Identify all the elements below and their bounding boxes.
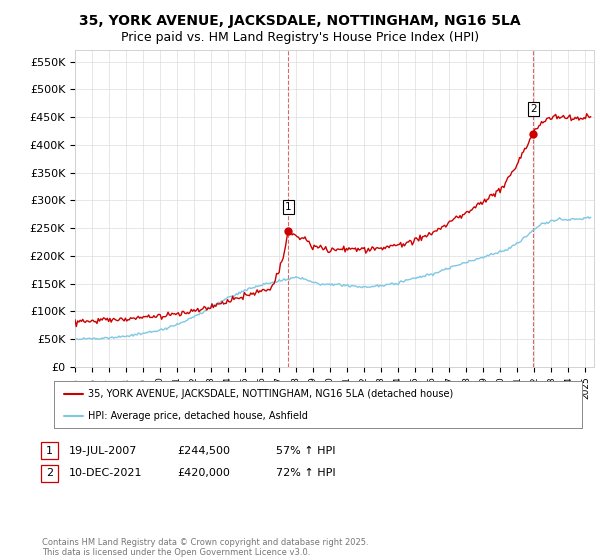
Text: 35, YORK AVENUE, JACKSDALE, NOTTINGHAM, NG16 5LA: 35, YORK AVENUE, JACKSDALE, NOTTINGHAM, … — [79, 14, 521, 28]
Text: 2: 2 — [530, 104, 537, 114]
Text: 35, YORK AVENUE, JACKSDALE, NOTTINGHAM, NG16 5LA (detached house): 35, YORK AVENUE, JACKSDALE, NOTTINGHAM, … — [88, 389, 454, 399]
Text: £420,000: £420,000 — [177, 468, 230, 478]
Text: 2: 2 — [46, 468, 53, 478]
Text: 72% ↑ HPI: 72% ↑ HPI — [276, 468, 335, 478]
Text: Contains HM Land Registry data © Crown copyright and database right 2025.
This d: Contains HM Land Registry data © Crown c… — [42, 538, 368, 557]
Text: 1: 1 — [46, 446, 53, 456]
Text: £244,500: £244,500 — [177, 446, 230, 456]
Text: 57% ↑ HPI: 57% ↑ HPI — [276, 446, 335, 456]
Text: 1: 1 — [285, 202, 292, 212]
Text: Price paid vs. HM Land Registry's House Price Index (HPI): Price paid vs. HM Land Registry's House … — [121, 31, 479, 44]
Text: HPI: Average price, detached house, Ashfield: HPI: Average price, detached house, Ashf… — [88, 410, 308, 421]
Text: 19-JUL-2007: 19-JUL-2007 — [69, 446, 137, 456]
Text: 10-DEC-2021: 10-DEC-2021 — [69, 468, 143, 478]
